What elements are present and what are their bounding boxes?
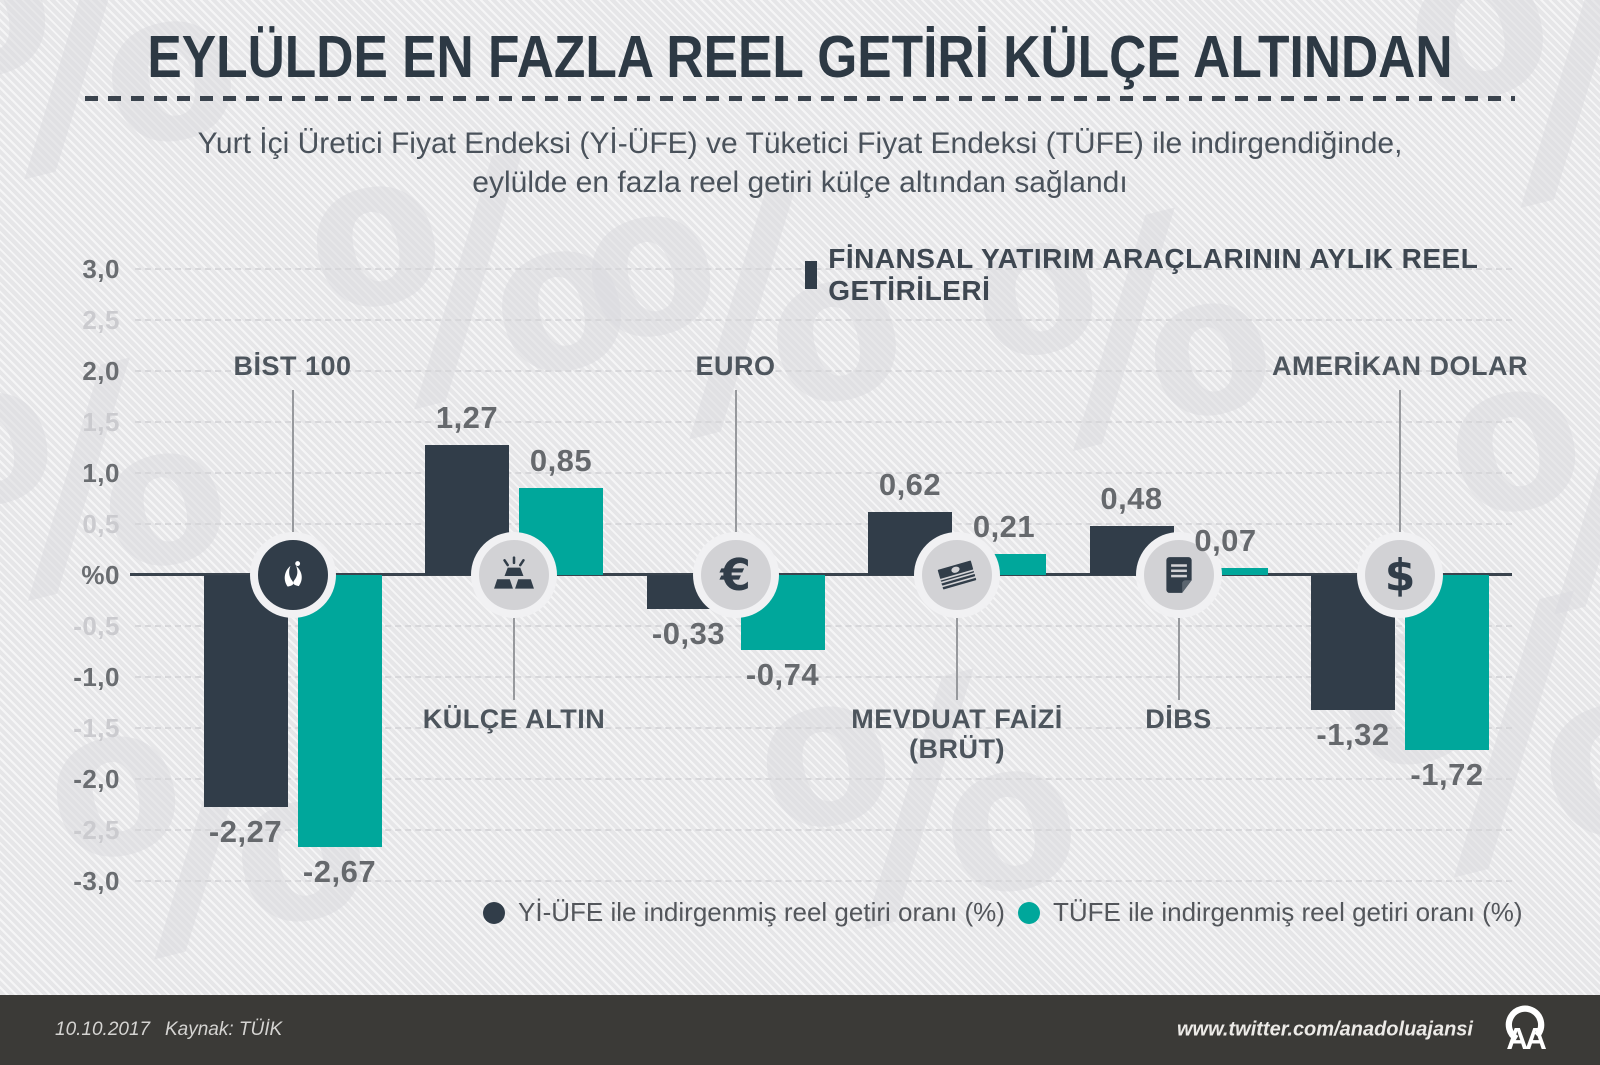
category-label-AMERİKAN DOLAR: AMERİKAN DOLAR	[1272, 351, 1528, 381]
y-axis-tick: -0,5	[73, 611, 120, 641]
bist-logo-icon	[257, 540, 328, 610]
category-label-DİBS: DİBS	[1145, 704, 1212, 734]
category-label-KÜLÇE ALTIN: KÜLÇE ALTIN	[422, 704, 606, 734]
percent-watermark: %	[949, 142, 1301, 528]
footer-date: 10.10.2017	[55, 1019, 151, 1040]
gridline	[135, 370, 1512, 372]
banknotes-icon	[922, 540, 992, 610]
y-axis-tick: %0	[81, 560, 120, 590]
y-axis-tick: -2,0	[73, 764, 120, 794]
legend-label-tufe: TÜFE ile indirgenmiş reel getiri oranı (…	[1053, 897, 1523, 927]
chart-title: FİNANSAL YATIRIM ARAÇLARININ AYLIK REEL …	[828, 243, 1478, 306]
value-label: -2,67	[302, 854, 377, 889]
value-label: 0,07	[1194, 523, 1257, 558]
category-label-MEVDUAT FAİZİ (BRÜT): MEVDUAT FAİZİ	[851, 704, 1063, 734]
legend-label-yiufe: Yİ-ÜFE ile indirgenmiş reel getiri oranı…	[518, 897, 1005, 927]
footer-source: Kaynak: TÜİK	[165, 1019, 283, 1040]
title-separator	[85, 96, 1515, 101]
footer-twitter-url: www.twitter.com/anadoluajansi	[1177, 1018, 1473, 1041]
page-subtitle: Yurt İçi Üretici Fiyat Endeksi (Yİ-ÜFE) …	[0, 124, 1600, 202]
gridline	[135, 778, 1512, 780]
subtitle-line-1: Yurt İçi Üretici Fiyat Endeksi (Yİ-ÜFE) …	[197, 127, 1403, 160]
category-label-EURO: EURO	[695, 351, 776, 381]
gridline	[135, 421, 1512, 423]
category-icon-ring: $	[1357, 532, 1443, 618]
x-axis-zero-line	[130, 573, 1512, 576]
bar-marker-icon	[805, 261, 818, 289]
value-label: 0,62	[878, 467, 942, 502]
gridline	[135, 880, 1512, 882]
gridline	[135, 472, 1512, 474]
category-connector	[956, 618, 958, 700]
document-icon	[1143, 540, 1214, 610]
value-label: 0,21	[972, 509, 1036, 544]
y-axis-tick: 1,5	[82, 407, 120, 437]
category-icon-ring	[471, 532, 557, 618]
category-connector	[1399, 390, 1401, 532]
category-connector	[291, 390, 294, 532]
y-axis-tick: -1,5	[73, 713, 120, 743]
value-label: -2,27	[208, 814, 283, 849]
category-connector	[513, 618, 515, 700]
value-label: -1,32	[1316, 717, 1390, 752]
y-axis-tick: 1,0	[82, 458, 120, 488]
gridline	[135, 268, 1512, 270]
legend-dot-tufe	[1018, 901, 1040, 924]
legend-item-tufe: TÜFE ile indirgenmiş reel getiri oranı (…	[1018, 897, 1523, 928]
subtitle-line-2: eylülde en fazla reel getiri külçe altın…	[472, 166, 1128, 199]
y-axis-tick: 3,0	[82, 254, 120, 284]
footer-bar: 10.10.2017 Kaynak: TÜİK www.twitter.com/…	[0, 995, 1600, 1065]
euro-icon: €	[700, 540, 771, 610]
y-axis-tick: -3,0	[73, 866, 120, 896]
gridline	[135, 829, 1512, 831]
gridline	[135, 727, 1512, 729]
value-label: 0,48	[1100, 481, 1163, 516]
value-label: -0,74	[745, 657, 820, 692]
gridline	[135, 523, 1512, 525]
gold-bars-icon	[479, 540, 549, 610]
bar-tufe-BİST 100	[297, 575, 382, 847]
category-connector	[734, 390, 737, 532]
gridline	[135, 676, 1512, 678]
y-axis-tick: 0,5	[82, 509, 120, 539]
value-label: -1,72	[1410, 757, 1484, 792]
page-title: EYLÜLDE EN FAZLA REEL GETİRİ KÜLÇE ALTIN…	[147, 23, 1453, 90]
category-icon-ring	[1135, 532, 1222, 618]
category-connector	[1177, 618, 1180, 700]
category-icon-ring	[914, 532, 1000, 618]
y-axis-tick: -1,0	[73, 662, 120, 692]
value-label: -0,33	[651, 616, 726, 651]
category-icon-ring	[249, 532, 336, 618]
category-icon-ring: €	[692, 532, 779, 618]
y-axis-tick: 2,0	[82, 356, 120, 386]
legend-dot-yiufe	[483, 901, 505, 924]
bar-tufe-DİBS	[1183, 568, 1268, 575]
legend-item-yiufe: Yİ-ÜFE ile indirgenmiş reel getiri oranı…	[483, 897, 1005, 928]
chart-title-block: FİNANSAL YATIRIM ARAÇLARININ AYLIK REEL …	[805, 243, 1600, 307]
svg-text:AA: AA	[1506, 1023, 1546, 1055]
category-label-MEVDUAT FAİZİ (BRÜT): (BRÜT)	[909, 734, 1005, 764]
value-label: 1,27	[435, 400, 499, 435]
dollar-icon: $	[1365, 540, 1435, 610]
gridline	[135, 319, 1512, 321]
y-axis-tick: -2,5	[73, 815, 120, 845]
aa-logo: AA	[1500, 1005, 1550, 1056]
y-axis-tick: 2,5	[82, 305, 120, 335]
value-label: 0,85	[529, 443, 593, 478]
category-label-BİST 100: BİST 100	[233, 351, 352, 381]
